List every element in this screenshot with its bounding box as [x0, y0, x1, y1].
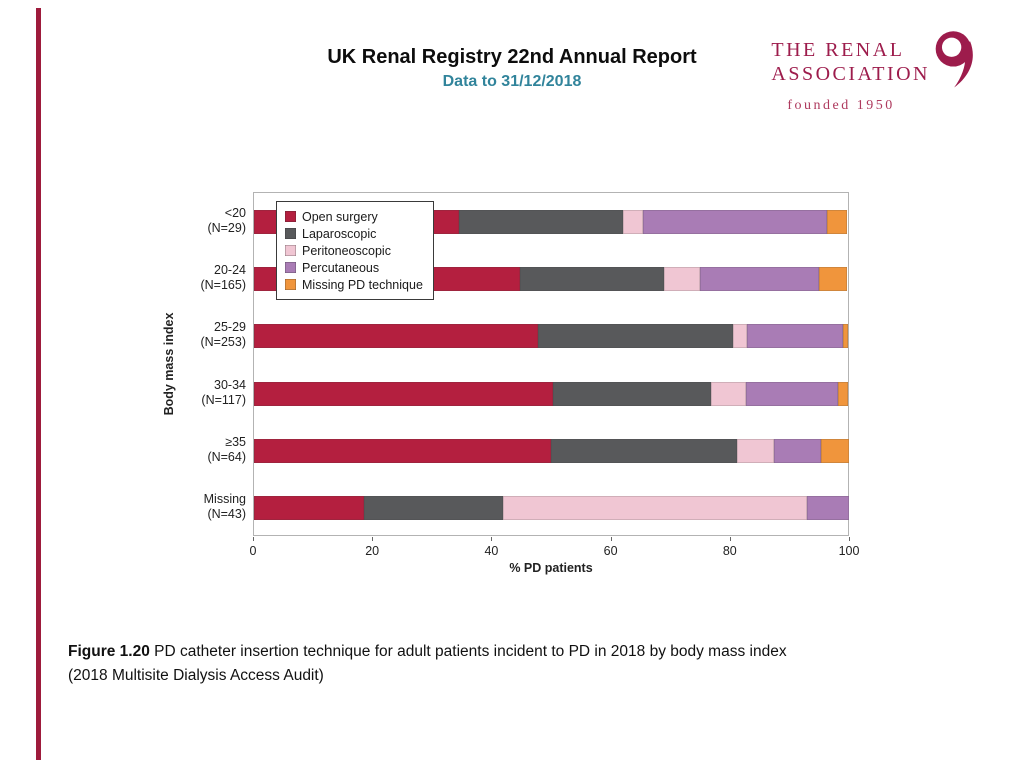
- legend-label-laparoscopic: Laparoscopic: [302, 226, 377, 241]
- bar-segment-laparoscopic: [553, 381, 711, 406]
- bar-row-30-34: [254, 381, 848, 406]
- bar-segment-missing-pd-technique: [820, 439, 849, 463]
- y-axis-category-labels: <20 (N=29) 20-24 (N=165) 25-29 (N=253) 30-34 (N…: [138, 192, 246, 536]
- category-label-missing: Missing (N=43): [203, 492, 246, 522]
- bar-row-25-29: [254, 324, 848, 349]
- legend-label-missing-pd-technique: Missing PD technique: [302, 277, 423, 292]
- category-label-35: ≥35 (N=64): [207, 435, 246, 464]
- caption-line2: (2018 Multisite Dialysis Access Audit): [68, 667, 324, 684]
- legend-label-open-surgery: Open surgery: [302, 209, 378, 224]
- legend-swatch-peritoneoscopic: [285, 245, 296, 256]
- logo-line1: THE RENAL: [771, 39, 905, 61]
- bar-segment-laparoscopic: [458, 209, 623, 234]
- x-tick-label: 100: [838, 544, 860, 558]
- bar-segment-percutaneous: [643, 209, 828, 234]
- category-label-30-34: 30-34 (N=117): [201, 377, 246, 407]
- logo-line2: ASSOCIATION: [771, 63, 930, 85]
- left-accent-stripe: [36, 8, 41, 760]
- legend-entry-percutaneous: Percutaneous: [285, 259, 423, 276]
- x-tick-label: 60: [603, 544, 618, 558]
- bar-segment-missing-pd-technique: [843, 324, 848, 349]
- x-tick-mark: [849, 537, 850, 541]
- x-axis-ticks: 0 20 40 60 80 100: [249, 537, 859, 563]
- legend-entry-peritoneoscopic: Peritoneoscopic: [285, 242, 423, 259]
- bar-segment-missing-pd-technique: [827, 209, 848, 234]
- bar-segment-missing-pd-technique: [837, 381, 848, 406]
- bar-segment-missing-pd-technique: [818, 267, 848, 291]
- bar-segment-laparoscopic: [537, 324, 733, 349]
- category-label-25-29: 25-29 (N=253): [200, 320, 246, 350]
- legend-label-peritoneoscopic: Peritoneoscopic: [302, 243, 391, 258]
- legend-entry-missing-pd-technique: Missing PD technique: [285, 276, 423, 293]
- legend-swatch-open-surgery: [285, 211, 296, 222]
- bar-segment-peritoneoscopic: [736, 439, 775, 463]
- caption-figure-label: Figure 1.20: [68, 643, 150, 660]
- x-tick-label: 20: [365, 544, 380, 558]
- caption-text: PD catheter insertion technique for adul…: [149, 643, 787, 660]
- legend-swatch-laparoscopic: [285, 228, 296, 239]
- slide-header: UK Renal Registry 22nd Annual Report Dat…: [0, 46, 1024, 91]
- bar-segment-peritoneoscopic: [663, 267, 701, 291]
- caption-line1: Figure 1.20 PD catheter insertion techni…: [68, 640, 888, 664]
- x-axis-title: % PD patients: [509, 561, 593, 575]
- comma-swoosh-icon: [934, 28, 976, 95]
- bar-segment-percutaneous: [700, 267, 819, 291]
- x-tick-label: 40: [484, 544, 499, 558]
- renal-association-logo: THE RENAL ASSOCIATION founded 1950: [771, 31, 976, 114]
- legend-swatch-percutaneous: [285, 262, 296, 273]
- category-label-20: <20 (N=29): [207, 205, 246, 235]
- bar-segment-percutaneous: [774, 439, 821, 463]
- x-tick-label: 0: [249, 544, 257, 558]
- x-tick-mark: [253, 537, 254, 541]
- figure-caption: Figure 1.20 PD catheter insertion techni…: [68, 640, 888, 688]
- page-title: UK Renal Registry 22nd Annual Report: [327, 46, 697, 68]
- x-tick-mark: [372, 537, 374, 541]
- page-subtitle: Data to 31/12/2018: [442, 73, 582, 90]
- bar-segment-open-surgery: [254, 324, 538, 349]
- bar-segment-percutaneous: [807, 496, 849, 521]
- bar-segment-percutaneous: [747, 324, 844, 349]
- legend-label-percutaneous: Percutaneous: [302, 260, 380, 275]
- bar-segment-peritoneoscopic: [710, 381, 747, 406]
- x-tick-mark: [491, 537, 493, 541]
- x-tick-mark: [729, 537, 731, 541]
- bar-segment-peritoneoscopic: [732, 324, 747, 349]
- legend-entry-laparoscopic: Laparoscopic: [285, 225, 423, 242]
- logo-tagline: founded 1950: [787, 98, 895, 113]
- bar-segment-laparoscopic: [364, 496, 503, 521]
- legend-swatch-missing-pd-technique: [285, 279, 296, 290]
- bar-row-missing: [254, 496, 849, 521]
- bar-segment-laparoscopic: [520, 267, 664, 291]
- legend-entry-open-surgery: Open surgery: [285, 208, 423, 225]
- x-tick-mark: [610, 537, 612, 541]
- chart-legend: Open surgery Laparoscopic Peritoneoscopic P…: [276, 201, 434, 300]
- category-label-20-24: 20-24 (N=165): [200, 263, 246, 292]
- bar-segment-open-surgery: [254, 496, 365, 521]
- bar-segment-open-surgery: [254, 439, 551, 463]
- bar-segment-percutaneous: [746, 381, 838, 406]
- x-tick-label: 80: [722, 544, 737, 558]
- bar-segment-peritoneoscopic: [622, 209, 644, 234]
- logo-text: THE RENAL ASSOCIATION: [771, 38, 930, 86]
- bar-segment-peritoneoscopic: [502, 496, 807, 521]
- bar-segment-open-surgery: [254, 381, 554, 406]
- bar-row-35: [254, 439, 849, 463]
- bar-segment-laparoscopic: [551, 439, 737, 463]
- chart-plot-area: Open surgery Laparoscopic Peritoneoscopic P…: [253, 192, 849, 536]
